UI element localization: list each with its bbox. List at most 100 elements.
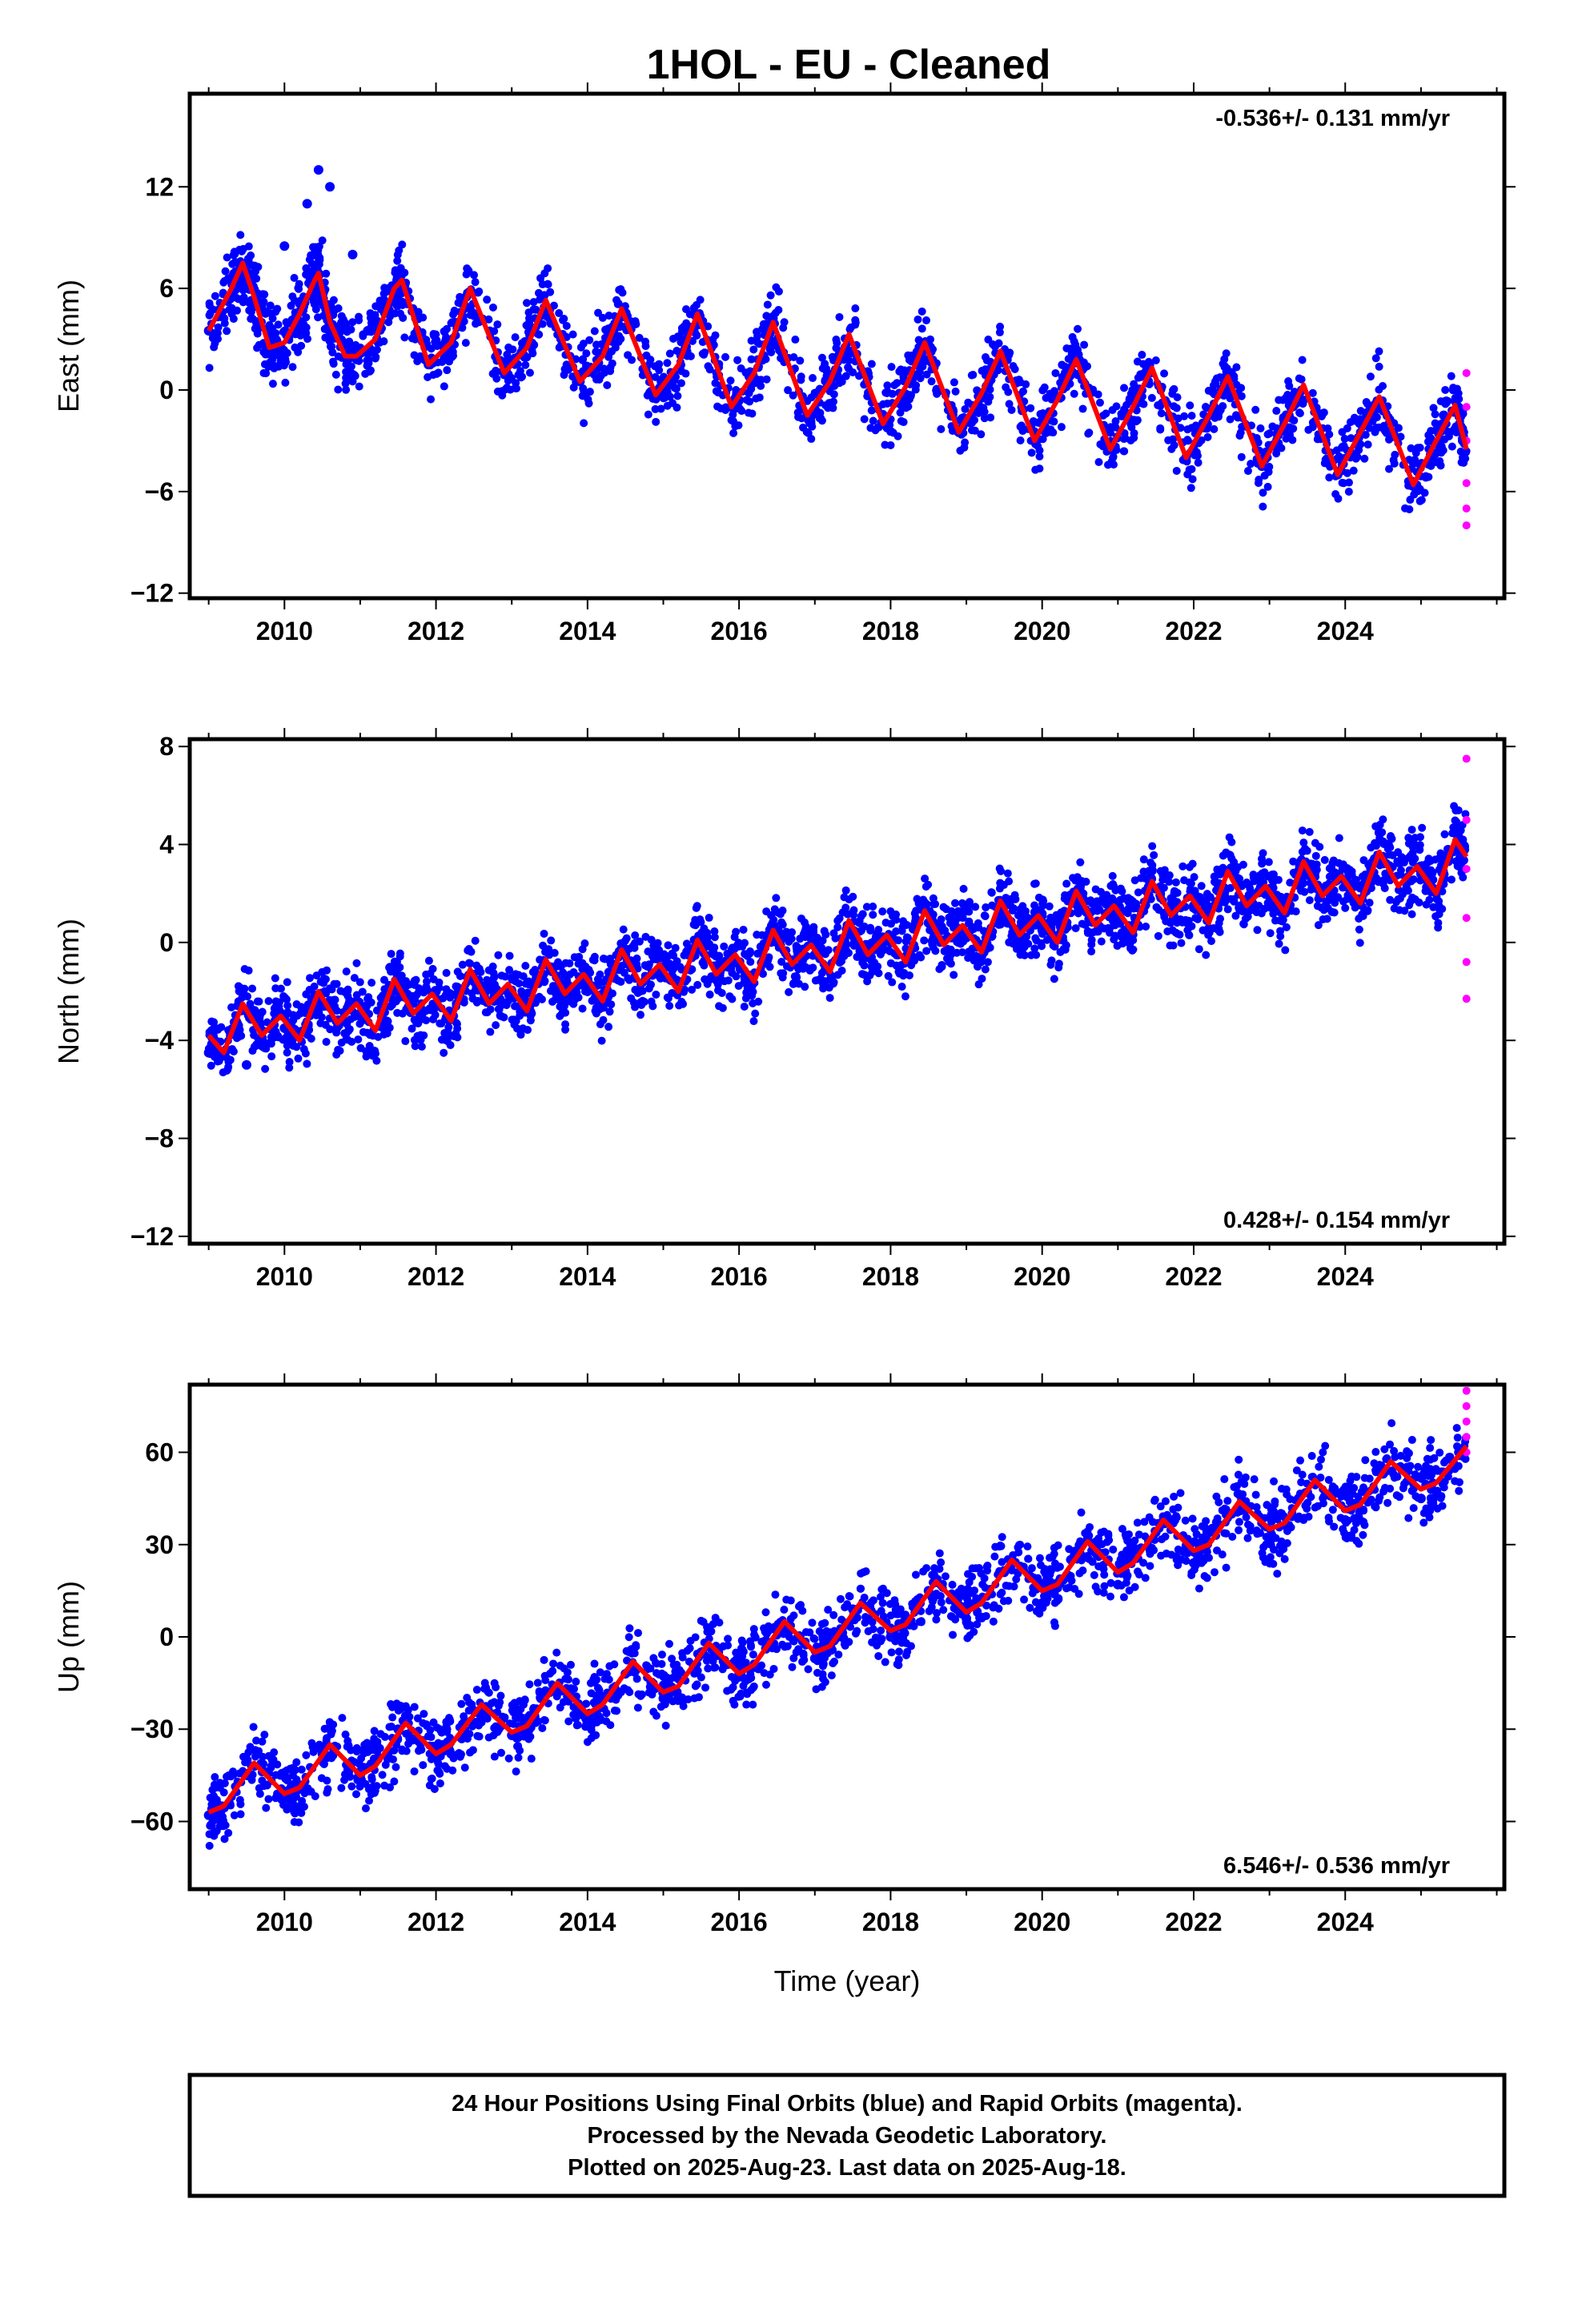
east-cloud-point (1424, 431, 1433, 440)
north-cloud-point (1178, 862, 1187, 870)
east-cloud-point (1095, 398, 1104, 407)
north-cloud-point (886, 959, 895, 967)
east-cloud-point (328, 348, 337, 357)
north-cloud-point (709, 945, 718, 954)
east-cloud-point (1018, 387, 1027, 396)
north-cloud-point (1197, 882, 1206, 891)
north-cloud-point (1160, 866, 1169, 875)
north-cloud-point (1173, 888, 1182, 897)
east-cloud-point (1361, 430, 1370, 439)
north-cloud-point (650, 955, 659, 963)
north-cloud-point (959, 937, 968, 946)
east-cloud-point (342, 368, 351, 376)
east-cloud-point (1096, 440, 1105, 448)
east-cloud-point (393, 256, 402, 265)
north-cloud-point (416, 1031, 425, 1039)
east-cloud-point (1005, 400, 1014, 408)
east-cloud-point (704, 322, 713, 331)
north-cloud-point (285, 1063, 294, 1072)
north-cloud-point (417, 1042, 426, 1051)
north-cloud-point (917, 953, 926, 962)
north-cloud-point (965, 947, 974, 956)
north-cloud-point (619, 925, 628, 934)
east-cloud-point (1389, 456, 1398, 464)
north-x-tick-label: 2020 (1014, 1262, 1070, 1291)
east-cloud-point (1254, 438, 1263, 447)
east-cloud-point (251, 317, 260, 326)
east-cloud-point (1138, 360, 1147, 368)
north-cloud-point (569, 968, 578, 977)
east-cloud-point (1010, 365, 1019, 374)
north-cloud-point (1109, 879, 1118, 888)
north-y-tick-label: 0 (159, 928, 174, 957)
north-cloud-point (488, 962, 497, 971)
east-cloud-point (1344, 487, 1353, 496)
east-cloud-point (348, 318, 357, 327)
east-cloud-point (1201, 403, 1210, 412)
east-cloud-point (913, 315, 922, 324)
north-cloud-point (276, 984, 285, 993)
east-cloud-point (1343, 424, 1351, 432)
east-cloud-point (624, 351, 632, 360)
east-cloud-point (677, 328, 686, 336)
east-cloud-point (659, 394, 668, 403)
east-cloud-point (508, 345, 517, 354)
north-cloud-point (945, 913, 954, 922)
east-cloud-point (490, 327, 499, 336)
east-cloud-point (427, 344, 436, 353)
north-cloud-point (801, 983, 809, 991)
north-cloud-point (690, 920, 699, 929)
east-cloud-point (797, 376, 805, 384)
east-cloud-point (1194, 458, 1203, 467)
east-cloud-point (1031, 465, 1040, 474)
north-cloud-point (204, 1044, 213, 1053)
north-cloud-point (1262, 870, 1271, 879)
east-cloud-point (1441, 385, 1450, 394)
north-cloud-point (318, 967, 327, 976)
east-rapid-orbit-point (1462, 479, 1471, 488)
east-cloud-point (721, 352, 730, 361)
north-cloud-point (652, 943, 661, 952)
east-cloud-point (268, 380, 277, 388)
east-cloud-point (1423, 437, 1432, 446)
north-cloud-point (717, 989, 726, 998)
north-cloud-point (540, 976, 549, 985)
east-cloud-point (804, 428, 813, 437)
east-cloud-point (809, 374, 817, 383)
north-cloud-point (979, 927, 988, 935)
north-cloud-point (1097, 937, 1106, 946)
east-cloud-point (780, 318, 789, 327)
north-cloud-point (1042, 935, 1051, 944)
north-cloud-point (453, 1033, 462, 1042)
east-final-orbit-point (313, 165, 323, 175)
north-cloud-point (1111, 931, 1120, 940)
north-cloud-point (261, 1064, 270, 1073)
east-cloud-point (883, 381, 892, 390)
east-y-tick-label: −6 (145, 477, 174, 506)
east-cloud-point (835, 312, 844, 321)
east-cloud-point (1119, 447, 1128, 456)
north-cloud-point (641, 932, 650, 941)
north-cloud-point (1305, 827, 1314, 836)
east-cloud-point (769, 341, 778, 350)
north-cloud-point (258, 1007, 267, 1016)
north-cloud-point (785, 934, 793, 943)
east-cloud-point (752, 394, 761, 403)
east-cloud-point (1209, 381, 1218, 390)
north-cloud-point (1130, 876, 1139, 885)
north-cloud-point (773, 908, 782, 917)
north-cloud-point (974, 919, 982, 927)
north-cloud-point (638, 996, 647, 1005)
north-cloud-point (1148, 861, 1157, 870)
north-x-tick-label: 2014 (559, 1262, 616, 1291)
east-cloud-point (1151, 356, 1160, 365)
east-cloud-point (663, 359, 672, 368)
north-cloud-point (652, 990, 661, 999)
east-cloud-point (492, 374, 501, 383)
east-cloud-point (990, 342, 999, 351)
north-cloud-point (693, 902, 701, 911)
east-cloud-point (1309, 420, 1318, 429)
north-cloud-point (664, 952, 673, 961)
east-cloud-point (228, 259, 237, 268)
east-cloud-point (233, 306, 242, 315)
